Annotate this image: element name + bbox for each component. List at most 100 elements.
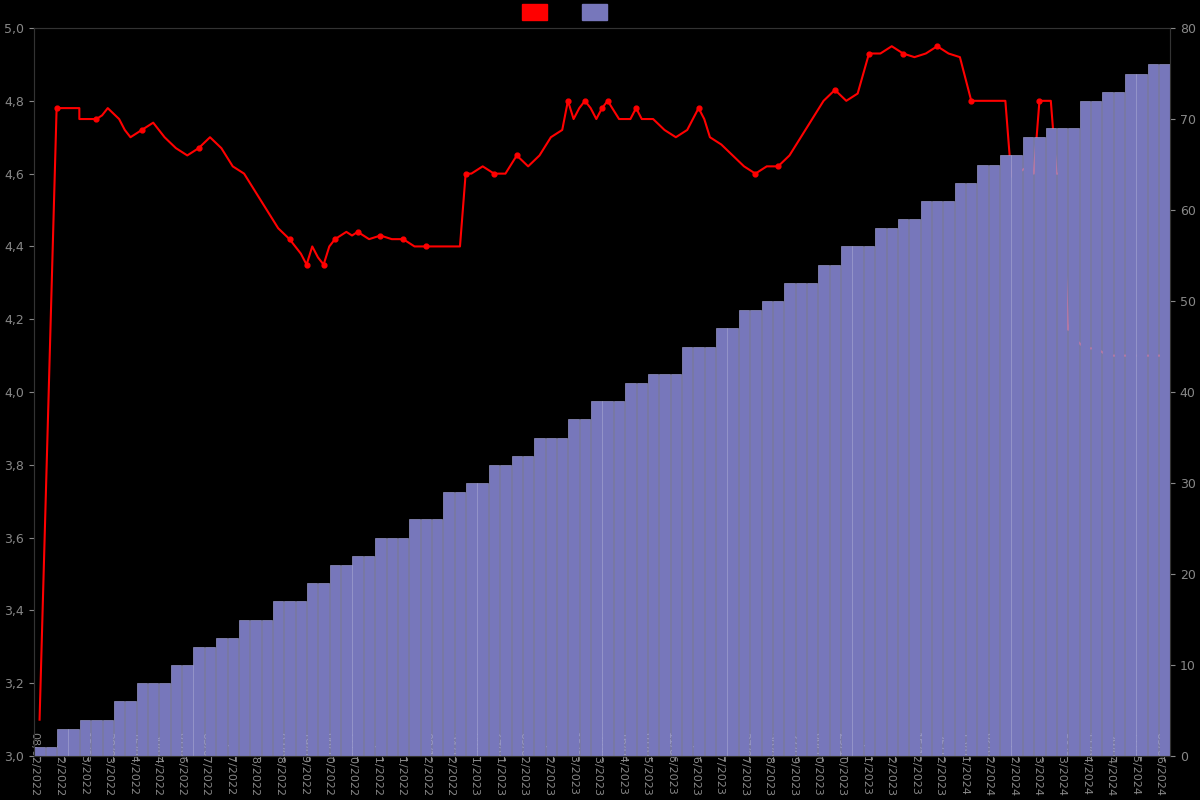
Bar xyxy=(68,729,79,756)
Bar xyxy=(182,656,192,756)
Bar xyxy=(137,692,148,756)
Bar xyxy=(364,556,374,756)
Point xyxy=(314,258,334,271)
Bar xyxy=(511,465,522,756)
Bar xyxy=(307,583,318,756)
Bar xyxy=(251,610,260,756)
Point xyxy=(280,233,299,246)
Bar xyxy=(421,510,431,756)
Bar xyxy=(943,201,954,756)
Bar xyxy=(386,529,397,756)
Bar xyxy=(704,338,715,756)
Bar xyxy=(910,219,919,756)
Point xyxy=(894,47,913,60)
Bar xyxy=(1126,74,1135,756)
Bar xyxy=(262,610,272,756)
Point xyxy=(598,94,617,107)
Bar xyxy=(488,483,499,756)
Point xyxy=(689,102,708,114)
Point xyxy=(416,240,436,253)
Bar xyxy=(205,638,215,756)
Bar xyxy=(1091,101,1102,756)
Bar xyxy=(1012,165,1022,756)
Point xyxy=(558,94,577,107)
Bar xyxy=(1136,74,1147,756)
Bar xyxy=(1045,128,1056,756)
Bar xyxy=(455,492,466,756)
Point xyxy=(928,40,947,53)
Point xyxy=(593,102,612,114)
Bar xyxy=(46,747,56,756)
Point xyxy=(394,233,413,246)
Bar xyxy=(330,565,341,756)
Bar xyxy=(35,747,44,756)
Bar xyxy=(875,238,886,756)
Bar xyxy=(125,692,136,756)
Bar xyxy=(864,238,875,756)
Point xyxy=(456,167,475,180)
Bar xyxy=(671,356,682,756)
Bar xyxy=(806,283,817,756)
Bar xyxy=(478,483,488,756)
Point xyxy=(348,226,367,238)
Bar xyxy=(841,255,852,756)
Point xyxy=(371,229,390,242)
Bar xyxy=(1103,92,1112,756)
Bar xyxy=(160,674,169,756)
Bar xyxy=(239,629,250,756)
Bar xyxy=(443,492,454,756)
Bar xyxy=(1068,128,1079,756)
Bar xyxy=(762,310,772,756)
Bar xyxy=(534,446,545,756)
Point xyxy=(47,102,66,114)
Bar xyxy=(602,401,613,756)
Bar xyxy=(727,319,738,756)
Point xyxy=(325,233,344,246)
Bar xyxy=(648,374,659,756)
Bar xyxy=(580,429,590,756)
Bar xyxy=(932,201,942,756)
Bar xyxy=(773,292,784,756)
Bar xyxy=(636,392,647,756)
Bar xyxy=(796,283,806,756)
Bar xyxy=(1034,138,1045,756)
Bar xyxy=(284,602,295,756)
Bar xyxy=(978,182,988,756)
Bar xyxy=(500,465,511,756)
Point xyxy=(961,94,980,107)
Bar xyxy=(966,182,977,756)
Point xyxy=(575,94,594,107)
Bar xyxy=(920,201,931,756)
Bar xyxy=(295,583,306,756)
Legend: , : , xyxy=(516,0,619,26)
Bar xyxy=(625,392,636,756)
Bar xyxy=(523,446,533,756)
Bar xyxy=(466,483,476,756)
Point xyxy=(1075,342,1094,354)
Bar xyxy=(750,310,761,756)
Bar xyxy=(148,674,158,756)
Bar xyxy=(228,629,238,756)
Bar xyxy=(739,319,749,756)
Bar xyxy=(694,356,704,756)
Bar xyxy=(557,429,568,756)
Bar xyxy=(1000,165,1010,756)
Bar xyxy=(318,583,329,756)
Point xyxy=(132,123,151,136)
Bar xyxy=(955,182,965,756)
Bar xyxy=(887,238,896,756)
Bar xyxy=(272,602,283,756)
Bar xyxy=(58,747,67,756)
Bar xyxy=(1159,65,1170,756)
Point xyxy=(508,149,527,162)
Point xyxy=(190,142,209,154)
Point xyxy=(1030,94,1049,107)
Bar xyxy=(1080,101,1090,756)
Point xyxy=(626,102,646,114)
Bar xyxy=(716,338,726,756)
Bar xyxy=(1022,138,1033,756)
Bar xyxy=(1114,92,1124,756)
Point xyxy=(1002,167,1021,180)
Point xyxy=(768,160,787,173)
Bar xyxy=(569,429,578,756)
